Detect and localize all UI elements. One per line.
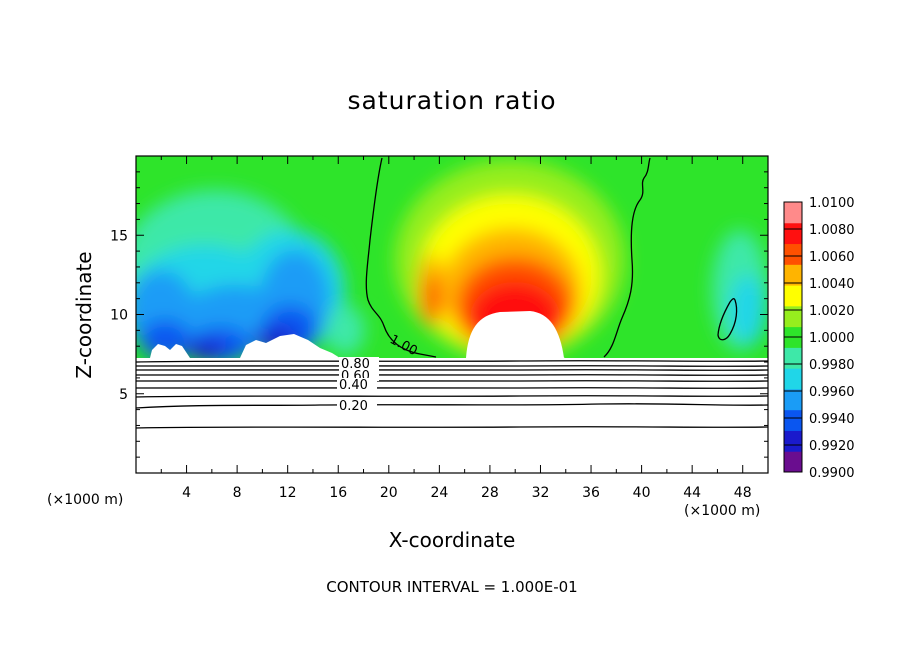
x-tick-label: 12 xyxy=(279,485,297,501)
contour-line-1-00-left xyxy=(365,157,437,358)
contour-line xyxy=(136,403,768,409)
x-axis-unit-right: (×1000 m) xyxy=(684,503,761,519)
colorbar-swatch xyxy=(784,451,802,473)
contour-lines xyxy=(136,157,768,429)
colorbar-label: 0.9940 xyxy=(809,412,855,427)
contour-line xyxy=(136,380,768,382)
colorbar-label: 1.0020 xyxy=(809,304,855,319)
colorbar-swatch xyxy=(784,222,802,245)
colorbar-swatch xyxy=(784,285,802,307)
colorbar-swatch xyxy=(784,409,802,431)
colorbar-swatch xyxy=(784,264,802,286)
x-tick-label: 8 xyxy=(233,485,242,501)
y-axis-label: Z-coordinate xyxy=(72,251,96,379)
colorbar-label: 0.9980 xyxy=(809,358,855,373)
contour-labels: 1.000.800.600.400.20 xyxy=(337,332,420,414)
x-axis: 4 8 12 16 20 24 28 32 36 40 44 48 xyxy=(160,156,752,501)
y-tick-label: 5 xyxy=(119,387,128,403)
contour-line xyxy=(136,426,768,429)
contour-line xyxy=(136,395,768,398)
colorbar-swatch xyxy=(784,430,802,452)
x-tick-label: 24 xyxy=(430,485,448,501)
x-tick-label: 4 xyxy=(182,485,191,501)
contour-label-bg xyxy=(337,399,377,411)
contour-line xyxy=(136,374,768,376)
contour-label-bg xyxy=(339,357,379,369)
y-tick-label: 10 xyxy=(110,308,128,324)
colorbar-label: 1.0080 xyxy=(809,223,855,238)
x-tick-label: 36 xyxy=(582,485,600,501)
y-tick-label: 15 xyxy=(110,228,128,244)
x-tick-label: 44 xyxy=(683,485,701,501)
contour-interval-note: CONTOUR INTERVAL = 1.000E-01 xyxy=(326,578,578,596)
contour-line xyxy=(136,365,768,367)
colorbar-label: 1.0060 xyxy=(809,250,855,265)
colorbar-swatch xyxy=(784,305,802,328)
colorbar-label: 1.0000 xyxy=(809,331,855,346)
contour-line-1-00-right xyxy=(603,157,651,358)
colorbar-label: 1.0040 xyxy=(809,277,855,292)
contour-label: 0.80 xyxy=(341,357,370,372)
colorbar-label: 0.9960 xyxy=(809,385,855,400)
colorbar-label: 0.9900 xyxy=(809,466,855,481)
contour-label: 0.20 xyxy=(339,399,368,414)
x-tick-label: 32 xyxy=(532,485,550,501)
x-tick-label: 16 xyxy=(329,485,347,501)
saturation-field xyxy=(136,156,768,358)
colorbar-swatch xyxy=(784,202,802,224)
colorbar-swatch xyxy=(784,388,802,411)
colorbar-label: 1.0100 xyxy=(809,196,855,211)
x-tick-label: 40 xyxy=(633,485,651,501)
x-tick-label: 48 xyxy=(734,485,752,501)
colorbar: 1.0100 1.0080 1.0060 1.0040 1.0020 1.0000 0.99… xyxy=(783,196,855,481)
x-tick-label: 28 xyxy=(481,485,499,501)
x-axis-label: X-coordinate xyxy=(388,528,516,552)
x-axis-unit-left: (×1000 m) xyxy=(47,492,124,508)
colorbar-label: 0.9920 xyxy=(809,439,855,454)
colorbar-swatch xyxy=(784,368,802,390)
contour-line xyxy=(136,360,768,363)
colorbar-swatch xyxy=(784,243,802,265)
contour-line xyxy=(136,369,768,371)
colorbar-swatch xyxy=(784,347,802,369)
x-tick-label: 20 xyxy=(380,485,398,501)
contour-line xyxy=(136,387,768,389)
y-axis: 5 10 15 xyxy=(110,171,768,458)
chart-title: saturation ratio xyxy=(347,86,557,115)
contour-label: 0.40 xyxy=(339,378,368,393)
contour-label-bg xyxy=(337,378,377,390)
contour-line-1-00-island xyxy=(717,298,738,341)
